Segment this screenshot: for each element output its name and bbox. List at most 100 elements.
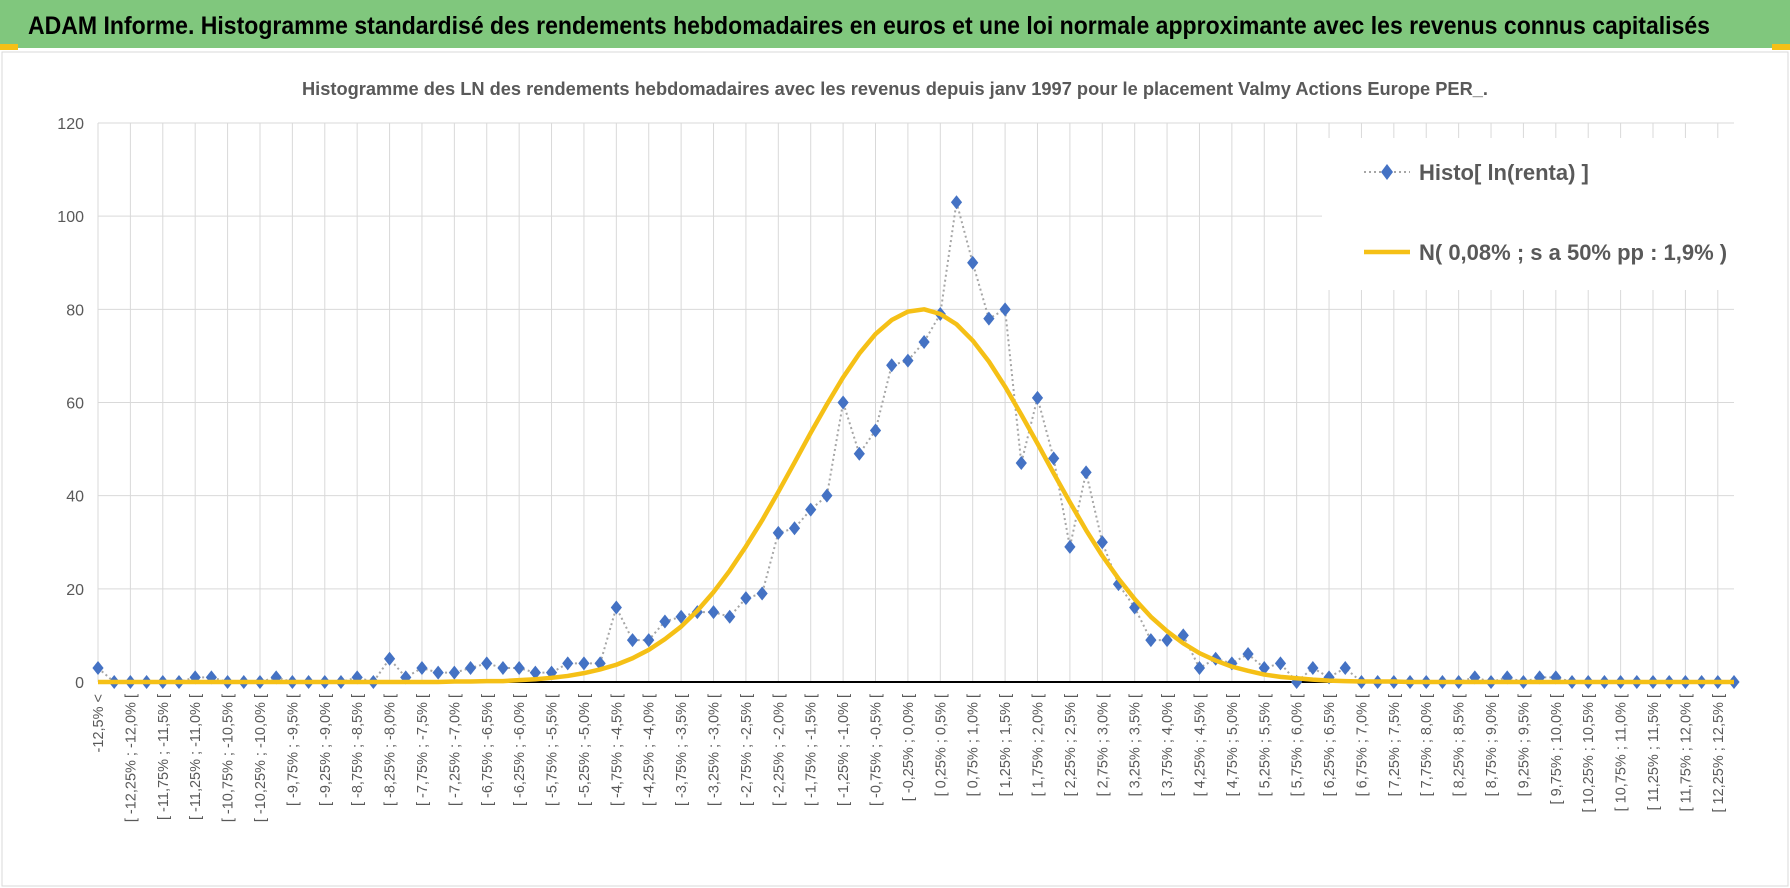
series-line	[98, 307, 1734, 685]
x-tick-label: [ -7,25% ; -7,0% [	[447, 694, 463, 806]
x-tick-label: [ 1,75% ; 2,0% [	[1030, 694, 1046, 796]
y-tick-label: 100	[57, 209, 84, 226]
x-tick-label: [ 11,75% ; 12,0% [	[1678, 694, 1694, 811]
chart-title: Histogramme des LN des rendements hebdom…	[302, 79, 1488, 99]
legend-box	[1322, 138, 1734, 290]
y-tick-label: 80	[66, 302, 84, 319]
x-tick-label: [ -11,25% ; -11,0% [	[188, 694, 204, 820]
y-tick-label: 40	[66, 489, 84, 506]
x-tick-label: [ 5,75% ; 6,0% [	[1290, 694, 1306, 796]
x-tick-label: [ 6,75% ; 7,0% [	[1354, 694, 1370, 796]
data-point	[1307, 661, 1319, 676]
data-point	[1193, 661, 1206, 676]
corner	[1772, 44, 1790, 50]
data-point	[707, 605, 720, 620]
data-point	[805, 502, 817, 517]
data-point	[1339, 661, 1351, 676]
data-point	[724, 609, 736, 624]
data-point	[837, 395, 849, 410]
data-point	[464, 661, 477, 676]
data-point	[92, 661, 104, 676]
data-point	[1534, 670, 1546, 685]
y-tick-label: 0	[75, 675, 84, 692]
data-point	[1274, 656, 1287, 671]
x-tick-label: [ -0,25% ; 0,0% [	[901, 694, 917, 801]
x-tick-label: [ 2,75% ; 3,0% [	[1095, 694, 1111, 796]
x-tick-label: [ 6,25% ; 6,5% [	[1322, 694, 1338, 796]
x-tick-label: [ -1,75% ; -1,5% [	[804, 694, 820, 806]
x-tick-label: [ 3,25% ; 3,5% [	[1128, 694, 1144, 796]
x-tick-label: [ 5,25% ; 5,5% [	[1257, 694, 1273, 796]
x-tick-label: [ 12,25% ; 12,5% [	[1711, 694, 1727, 813]
data-point	[1258, 661, 1270, 676]
x-tick-label: [ -7,75% ; -7,5% [	[415, 694, 431, 806]
data-point	[1015, 456, 1027, 471]
x-tick-label: [ -11,75% ; -11,5% [	[156, 694, 172, 820]
data-point	[448, 665, 460, 680]
x-tick-label: [ 0,75% ; 1,0% [	[966, 694, 982, 796]
chart-border	[1, 51, 1789, 887]
data-point	[659, 614, 671, 629]
y-tick-label: 20	[66, 582, 84, 599]
x-tick-label: [ 9,75% ; 10,0% [	[1549, 694, 1565, 804]
data-point	[643, 633, 655, 648]
data-point	[383, 651, 396, 666]
x-tick-label: [ -6,25% ; -6,0% [	[512, 694, 528, 806]
data-point	[1064, 539, 1076, 554]
x-tick-label: [ 10,75% ; 11,0% [	[1614, 694, 1630, 811]
x-tick-label: [ -8,25% ; -8,0% [	[383, 694, 399, 806]
x-tick-label: [ 9,25% ; 9,5% [	[1516, 694, 1532, 796]
data-point	[772, 525, 784, 540]
header-title: ADAM Informe. Histogramme standardisé de…	[28, 12, 1710, 40]
header-bar	[0, 0, 1790, 48]
plot	[92, 195, 1740, 689]
x-tick-label: [ -2,75% ; -2,5% [	[739, 694, 755, 806]
data-point	[1161, 633, 1173, 648]
x-tick-label: [ 10,25% ; 10,5% [	[1581, 694, 1597, 813]
data-point	[626, 633, 639, 648]
data-point	[1080, 465, 1092, 480]
data-point	[416, 661, 428, 676]
data-point	[886, 358, 898, 373]
legend-marker	[1381, 164, 1393, 180]
data-point	[869, 423, 882, 438]
y-tick-label: 60	[66, 396, 84, 413]
data-point	[529, 665, 541, 680]
data-point	[578, 656, 590, 671]
x-tick-label: [ -0,75% ; -0,5% [	[869, 694, 885, 806]
y-tick-label: 120	[57, 116, 84, 133]
x-tick-label: [ 2,25% ; 2,5% [	[1063, 694, 1079, 796]
corner	[0, 44, 18, 50]
data-point	[497, 661, 509, 676]
data-point	[1145, 633, 1157, 648]
data-point	[950, 195, 963, 210]
data-point	[1031, 390, 1044, 405]
data-point	[1242, 647, 1254, 662]
data-point	[918, 334, 930, 349]
x-tick-label: [ -9,75% ; -9,5% [	[285, 694, 301, 806]
x-tick-label: [ -6,75% ; -6,5% [	[480, 694, 496, 806]
data-point	[1177, 628, 1189, 643]
data-point	[740, 591, 752, 606]
data-point	[1550, 670, 1562, 685]
x-tick-label: [ 7,25% ; 7,5% [	[1387, 694, 1403, 796]
data-point	[999, 302, 1011, 317]
data-point	[853, 446, 865, 461]
x-tick-label: [ 8,25% ; 8,5% [	[1452, 694, 1468, 796]
x-tick-label: [ 4,75% ; 5,0% [	[1225, 694, 1241, 796]
x-tick-label: [ -3,75% ; -3,5% [	[674, 694, 690, 806]
x-tick-label: [ 8,75% ; 9,0% [	[1484, 694, 1500, 796]
data-point	[788, 521, 801, 536]
x-tick-label: [ -5,25% ; -5,0% [	[577, 694, 593, 806]
x-tick-label: [ -9,25% ; -9,0% [	[318, 694, 334, 806]
legend-label: Histo[ ln(renta) ]	[1419, 160, 1589, 185]
legend-label: N( 0,08% ; s a 50% pp : 1,9% )	[1419, 240, 1727, 265]
data-point	[983, 311, 995, 326]
data-point	[1096, 535, 1108, 550]
x-tick-label: [ -12,25% ; -12,0% [	[123, 694, 139, 822]
x-tick-label: -12,5% <	[91, 694, 107, 752]
data-point	[967, 255, 979, 270]
x-tick-label: [ 3,75% ; 4,0% [	[1160, 694, 1176, 796]
data-point	[821, 488, 833, 503]
data-point	[610, 600, 622, 615]
